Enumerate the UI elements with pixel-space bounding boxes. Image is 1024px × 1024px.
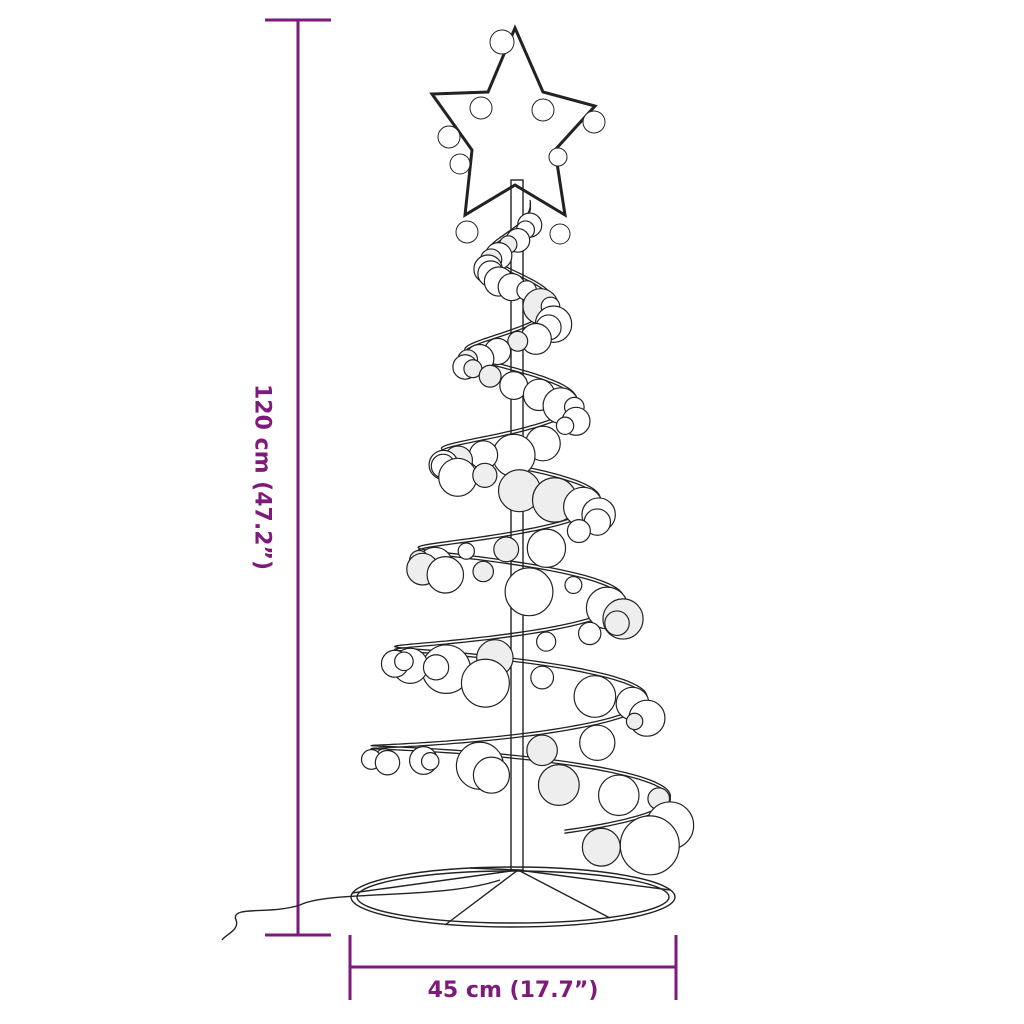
bauble (460, 658, 510, 708)
star-bauble (582, 110, 606, 134)
bauble (422, 654, 450, 681)
bauble (526, 734, 558, 767)
star-bauble (469, 96, 493, 120)
star-bauble (548, 147, 568, 167)
bauble (604, 610, 630, 637)
bauble (493, 536, 520, 563)
bauble (597, 774, 640, 817)
star-bauble (531, 98, 555, 122)
bauble (438, 457, 478, 497)
star-bauble (549, 223, 571, 245)
bauble (457, 542, 476, 560)
bauble (504, 567, 554, 617)
power-cable (221, 879, 501, 941)
bauble (577, 621, 602, 646)
bauble (472, 560, 495, 583)
bauble (619, 815, 680, 876)
bauble (472, 462, 498, 488)
star-bauble (449, 153, 471, 175)
width-label: 45 cm (17.7”) (427, 978, 599, 1003)
bauble (537, 764, 580, 807)
bauble (478, 364, 502, 388)
bauble (394, 651, 414, 672)
bauble (573, 675, 617, 718)
bauble (536, 631, 557, 652)
star-bauble (489, 29, 515, 55)
bauble (579, 724, 616, 762)
bauble (426, 556, 465, 594)
base-ring (350, 866, 676, 928)
bauble (625, 712, 644, 731)
bauble (507, 330, 529, 352)
base-legs (351, 867, 671, 926)
bauble (530, 665, 555, 690)
bauble (472, 756, 511, 794)
bauble (374, 749, 401, 776)
bauble (566, 518, 591, 544)
center-pole (510, 179, 524, 871)
bauble (526, 528, 567, 569)
bauble (555, 416, 575, 436)
base-ring-inner (356, 870, 670, 924)
star-bauble (437, 125, 461, 149)
bauble (420, 752, 440, 771)
star-frame (429, 24, 598, 218)
bauble (564, 575, 583, 595)
bauble (581, 827, 621, 867)
star-bauble (455, 220, 479, 244)
height-label: 120 cm (47.2”) (249, 383, 275, 571)
